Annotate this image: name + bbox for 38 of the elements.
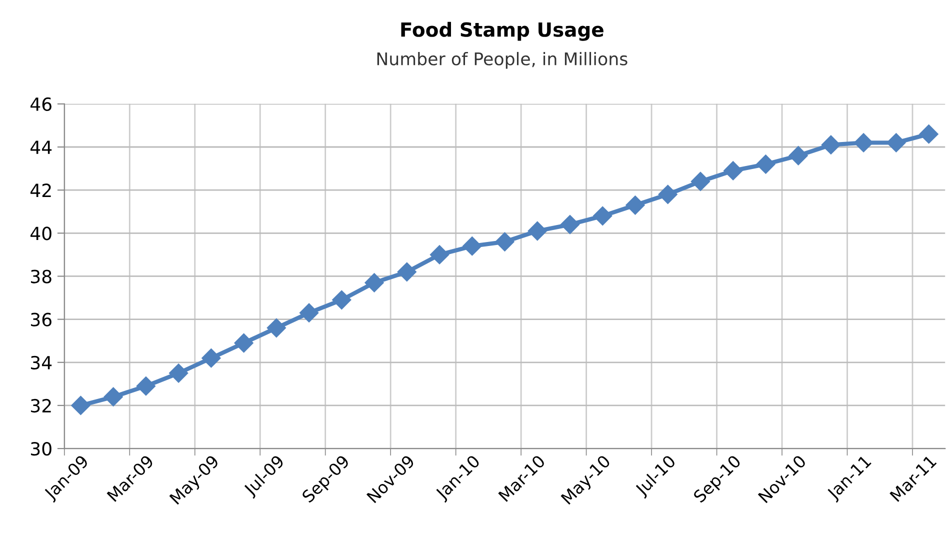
y-tick-label: 44	[30, 140, 52, 154]
point	[593, 206, 612, 226]
point	[430, 245, 450, 264]
point	[626, 196, 645, 215]
point	[266, 318, 286, 338]
point	[202, 348, 221, 368]
point	[300, 303, 319, 322]
y-tick-label: 32	[30, 398, 51, 413]
point	[886, 133, 906, 152]
point	[724, 161, 743, 180]
point	[332, 290, 352, 310]
y-tick-label: 40	[30, 226, 52, 240]
y-tick-label: 36	[30, 312, 52, 326]
point	[658, 184, 678, 204]
point	[104, 387, 123, 406]
point	[397, 262, 416, 282]
point	[788, 146, 808, 166]
point	[495, 232, 514, 252]
y-tick-label: 38	[30, 270, 52, 284]
y-tick-label: 42	[30, 184, 51, 197]
y-tick-label: 30	[30, 442, 52, 456]
point	[462, 236, 482, 256]
point	[364, 273, 384, 292]
y-tick-label: 46	[30, 97, 52, 112]
point	[821, 135, 840, 154]
point	[690, 172, 710, 191]
point	[919, 124, 938, 144]
point	[234, 333, 254, 353]
chart-title: Food Stamp Usage	[401, 22, 604, 41]
point	[71, 396, 90, 415]
chart-subtitle: Number of People, in Millions	[377, 52, 628, 69]
y-tick-label: 34	[30, 356, 52, 370]
point	[169, 364, 188, 383]
point	[854, 133, 874, 152]
point	[560, 215, 580, 234]
point	[756, 154, 776, 174]
point	[528, 221, 547, 241]
point	[136, 376, 156, 396]
